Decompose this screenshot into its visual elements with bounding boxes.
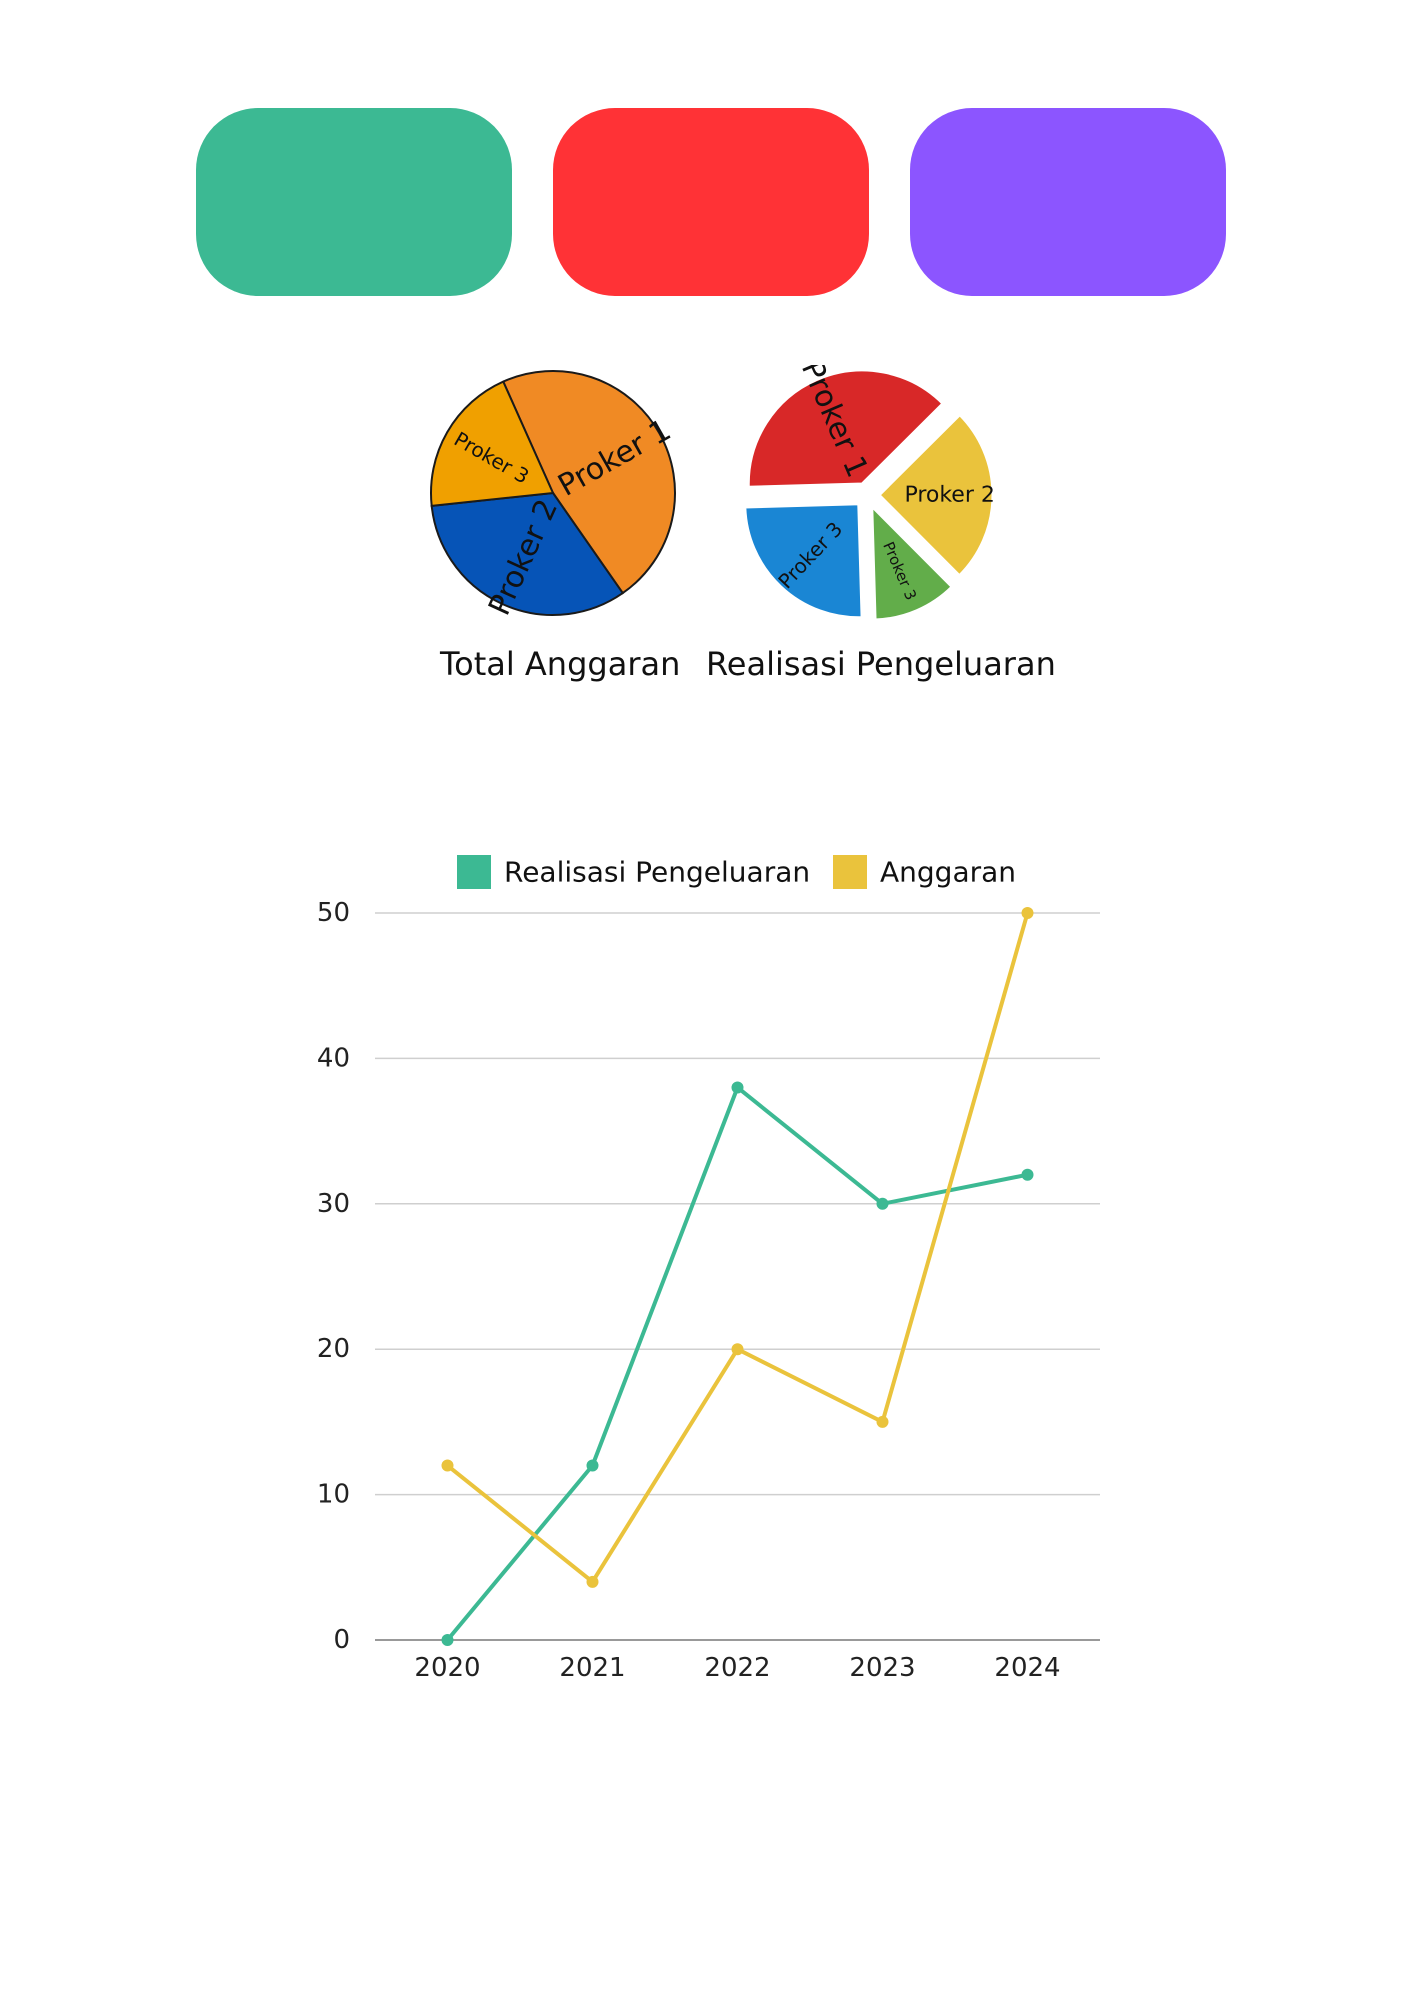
x-tick-label: 2021 <box>559 1653 625 1683</box>
y-tick-label: 0 <box>333 1625 350 1655</box>
data-point <box>1021 907 1034 919</box>
line-chart: 0 10 20 30 40 50 2020 2021 2022 2023 2024 Realisasi… <box>300 840 1120 1705</box>
green-card <box>196 108 512 296</box>
x-tick-label: 2020 <box>414 1653 480 1683</box>
series-line <box>446 912 1030 1584</box>
data-point <box>441 1459 454 1472</box>
pie-slice <box>501 370 676 595</box>
red-card <box>553 108 869 296</box>
data-point <box>876 1415 889 1428</box>
data-point <box>1021 1168 1034 1181</box>
y-tick-label: 50 <box>317 898 350 928</box>
pie-slice <box>876 412 995 578</box>
realisasi-pengeluaran-title: Realisasi Pengeluaran <box>706 645 1056 683</box>
data-point <box>731 1343 744 1356</box>
pie-slice <box>746 368 946 489</box>
legend-label: Realisasi Pengeluaran <box>504 856 810 889</box>
pie-slice <box>870 502 955 622</box>
data-point <box>586 1575 599 1588</box>
data-point <box>731 1081 744 1094</box>
realisasi-pengeluaran-pie: Proker 1 Proker 2 Proker 3 Proker 3 <box>742 355 1002 630</box>
pie-slice <box>430 380 555 507</box>
data-point <box>441 1634 454 1646</box>
pie-slice-label: Proker 2 <box>904 483 994 508</box>
x-tick-label: 2022 <box>704 1653 770 1683</box>
y-tick-label: 30 <box>317 1189 350 1219</box>
x-tick-label: 2024 <box>994 1653 1060 1683</box>
legend-label: Anggaran <box>880 856 1016 889</box>
y-tick-label: 10 <box>317 1480 350 1510</box>
y-tick-label: 20 <box>317 1334 350 1364</box>
legend-swatch <box>457 855 491 889</box>
total-anggaran-pie: Proker 1 Proker 2 Proker 3 <box>428 365 678 630</box>
purple-card <box>910 108 1226 296</box>
data-point <box>586 1459 599 1472</box>
data-point <box>876 1197 889 1210</box>
series-line <box>445 1085 1028 1642</box>
x-tick-label: 2023 <box>849 1653 915 1683</box>
legend-swatch <box>833 855 867 889</box>
pie-slice <box>430 491 625 616</box>
y-tick-label: 40 <box>317 1043 350 1073</box>
total-anggaran-title: Total Anggaran <box>440 645 681 683</box>
pie-slice <box>743 502 864 620</box>
